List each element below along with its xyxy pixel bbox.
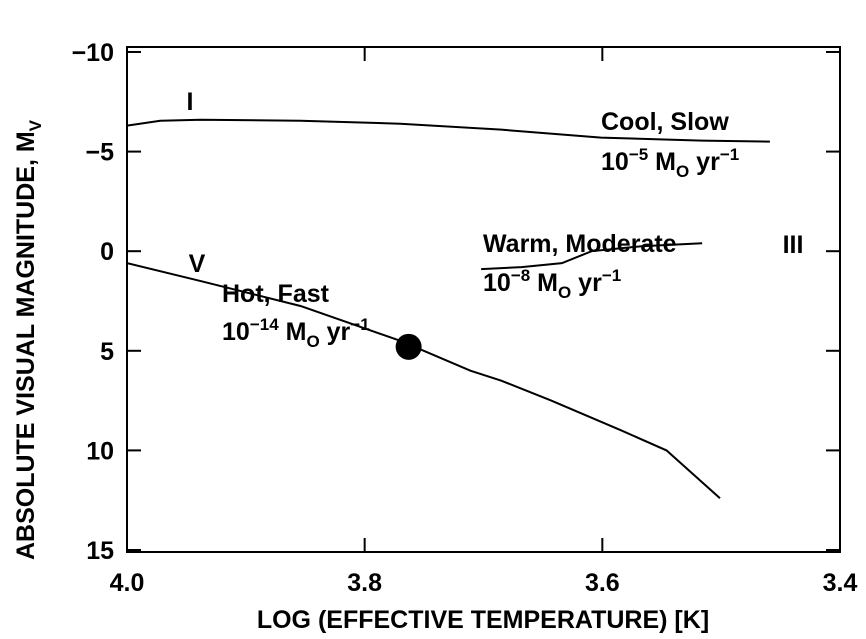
series-label: III xyxy=(783,231,804,259)
y-tick-label: −5 xyxy=(85,139,114,167)
y-tick-label: 10 xyxy=(86,437,114,465)
series-line xyxy=(126,262,721,499)
annotation: 10−14 MO yr−1 xyxy=(222,315,370,351)
script-text: −1 xyxy=(350,315,369,334)
script-text: O xyxy=(676,162,689,181)
plot-frame xyxy=(126,46,841,553)
y-tick-label: 0 xyxy=(100,238,114,266)
label-text: Warm, Moderate xyxy=(483,230,677,258)
label-text: Cool, Slow xyxy=(601,108,729,136)
annotation: Hot, Fast xyxy=(222,280,330,308)
y-axis-label: ABSOLUTE VISUAL MAGNITUDE, MV xyxy=(12,119,45,560)
x-tick-label: 3.6 xyxy=(585,569,620,597)
annotation: 10−5 MO yr−1 xyxy=(601,145,739,181)
x-tick-label: 4.0 xyxy=(110,569,145,597)
script-text: −5 xyxy=(629,145,648,164)
y-tick-label: 5 xyxy=(100,338,114,366)
annotation: Warm, Moderate xyxy=(483,230,677,258)
series-label: I xyxy=(187,88,194,116)
script-text: −1 xyxy=(720,145,739,164)
x-axis-label: LOG (EFFECTIVE TEMPERATURE) [K] xyxy=(257,606,709,634)
annotation: 10−8 MO yr−1 xyxy=(483,266,621,302)
script-text: −1 xyxy=(602,266,621,285)
script-text: O xyxy=(558,283,571,302)
label-text: 10 xyxy=(601,148,629,176)
label-text: 10 xyxy=(483,269,511,297)
series-label: V xyxy=(189,250,206,278)
x-tick-label: 3.8 xyxy=(347,569,382,597)
label-text: yr xyxy=(689,148,720,176)
label-text: yr xyxy=(320,318,351,346)
label-text: Hot, Fast xyxy=(222,280,330,308)
series-line xyxy=(481,242,703,271)
series-line xyxy=(126,118,770,143)
sun-marker xyxy=(395,333,422,360)
script-text: O xyxy=(306,332,319,351)
label-text: yr xyxy=(571,269,602,297)
label-text: M xyxy=(648,148,676,176)
script-text: −8 xyxy=(511,266,530,285)
x-tick-label: 3.4 xyxy=(823,569,858,597)
label-text: M xyxy=(279,318,307,346)
annotation: Cool, Slow xyxy=(601,108,729,136)
y-tick-label: 15 xyxy=(86,537,114,565)
label-text: ABSOLUTE VISUAL MAGNITUDE, M xyxy=(12,131,40,560)
y-tick-label: −10 xyxy=(72,39,114,67)
label-text: M xyxy=(530,269,558,297)
script-text: V xyxy=(26,119,45,131)
label-text: 10 xyxy=(222,318,250,346)
script-text: −14 xyxy=(250,315,279,334)
